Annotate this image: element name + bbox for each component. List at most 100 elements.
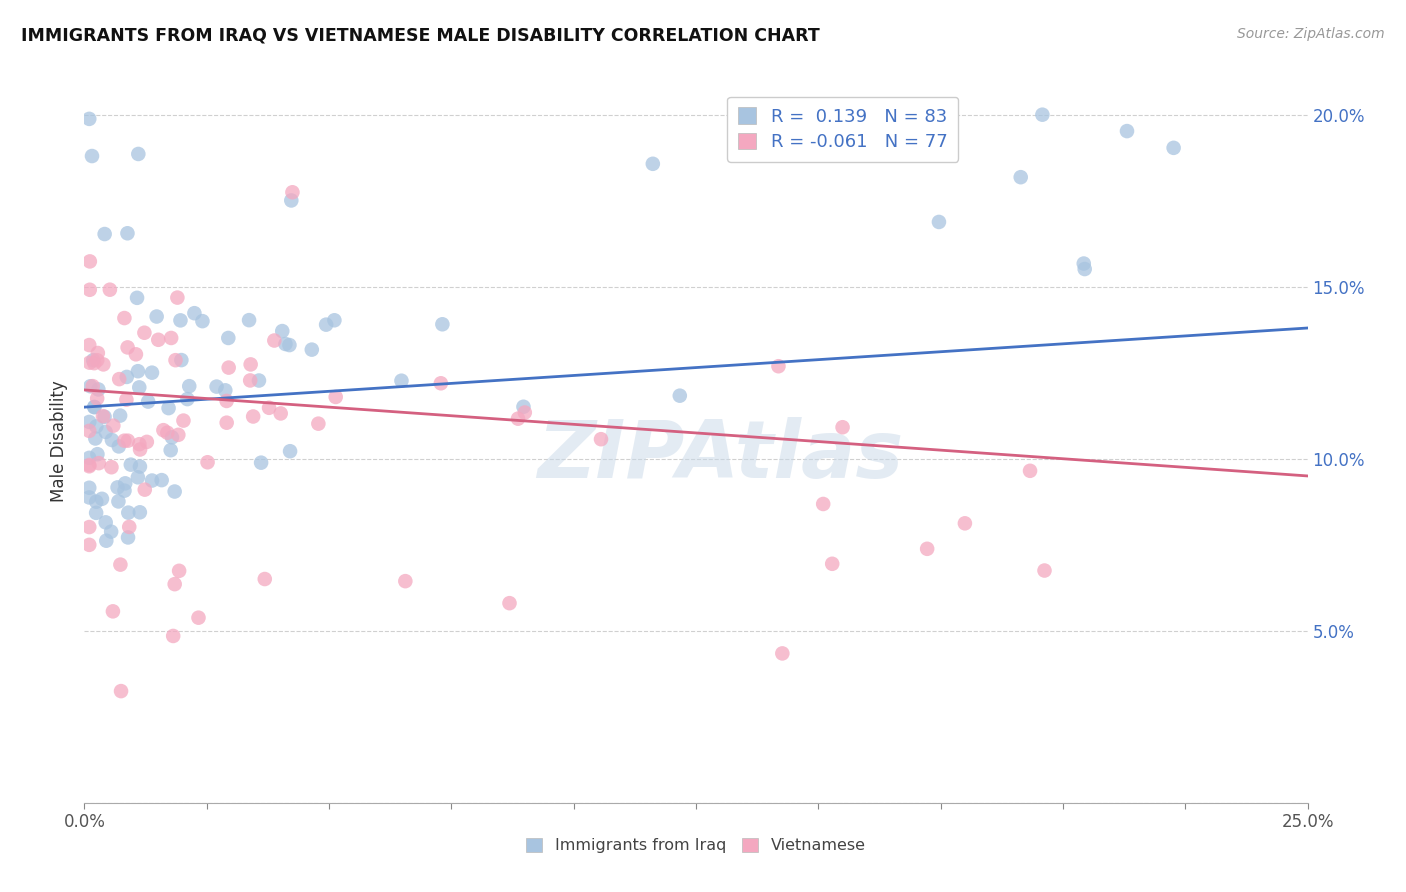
Point — [191, 314, 214, 328]
Point — [253, 572, 276, 586]
Point — [263, 334, 285, 348]
Point — [80, 149, 103, 163]
Point — [250, 456, 273, 470]
Point — [118, 520, 141, 534]
Point — [79, 379, 101, 393]
Point — [128, 380, 150, 394]
Point — [117, 434, 139, 448]
Point — [134, 483, 156, 497]
Point — [112, 434, 135, 448]
Point — [117, 227, 139, 241]
Point — [96, 533, 118, 548]
Point — [77, 450, 100, 465]
Point — [391, 374, 413, 388]
Point — [145, 310, 167, 324]
Point — [134, 326, 156, 340]
Point — [162, 629, 184, 643]
Point — [115, 392, 138, 407]
Point — [79, 356, 101, 370]
Point — [430, 376, 453, 391]
Point — [217, 331, 239, 345]
Point — [117, 506, 139, 520]
Point — [156, 425, 179, 440]
Point — [247, 374, 270, 388]
Point — [498, 596, 520, 610]
Point — [77, 538, 100, 552]
Point — [77, 338, 100, 352]
Point — [86, 353, 108, 368]
Point — [129, 442, 152, 457]
Point — [112, 311, 135, 326]
Point — [86, 419, 108, 434]
Point — [278, 444, 301, 458]
Point — [101, 433, 124, 447]
Point — [506, 411, 529, 425]
Point — [1010, 170, 1032, 185]
Point — [280, 194, 302, 208]
Point — [125, 291, 148, 305]
Point — [91, 491, 114, 506]
Point — [239, 358, 262, 372]
Point — [315, 318, 337, 332]
Point — [1019, 464, 1042, 478]
Point — [77, 458, 100, 472]
Point — [141, 366, 163, 380]
Point — [128, 437, 150, 451]
Point — [278, 338, 301, 352]
Text: Source: ZipAtlas.com: Source: ZipAtlas.com — [1237, 27, 1385, 41]
Point — [84, 494, 107, 508]
Point — [589, 432, 612, 446]
Point — [159, 443, 181, 458]
Point — [281, 186, 304, 200]
Point — [928, 215, 950, 229]
Point — [84, 432, 107, 446]
Point — [197, 455, 219, 469]
Point — [1073, 256, 1095, 270]
Point — [163, 484, 186, 499]
Point — [831, 420, 853, 434]
Point — [768, 359, 790, 374]
Point — [107, 480, 129, 494]
Point — [83, 356, 105, 370]
Point — [325, 390, 347, 404]
Point — [166, 291, 188, 305]
Point — [160, 331, 183, 345]
Point — [307, 417, 329, 431]
Point — [93, 409, 115, 424]
Point — [127, 470, 149, 484]
Point — [114, 483, 136, 498]
Point — [77, 491, 100, 505]
Point — [93, 358, 115, 372]
Point — [170, 353, 193, 368]
Point — [94, 516, 117, 530]
Point — [301, 343, 323, 357]
Point — [91, 409, 114, 424]
Point — [107, 494, 129, 508]
Point — [215, 416, 238, 430]
Point — [82, 353, 104, 368]
Point — [953, 516, 976, 531]
Point — [770, 647, 793, 661]
Point — [115, 370, 138, 384]
Point — [107, 439, 129, 453]
Point — [176, 392, 198, 406]
Point — [101, 604, 124, 618]
Point — [165, 353, 187, 368]
Point — [125, 347, 148, 361]
Point — [87, 346, 110, 360]
Point — [394, 574, 416, 589]
Point — [108, 372, 131, 386]
Point — [86, 447, 108, 461]
Point — [127, 147, 149, 161]
Point — [1033, 564, 1056, 578]
Point — [117, 531, 139, 545]
Point — [83, 400, 105, 414]
Y-axis label: Male Disability: Male Disability — [51, 381, 69, 502]
Point — [163, 577, 186, 591]
Point — [1116, 124, 1139, 138]
Point — [271, 324, 294, 338]
Point — [432, 318, 454, 332]
Point — [100, 460, 122, 475]
Point — [141, 474, 163, 488]
Point — [1031, 108, 1053, 122]
